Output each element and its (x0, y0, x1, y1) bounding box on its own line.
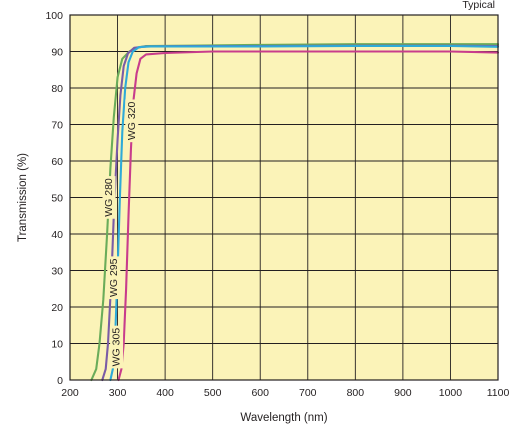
y-tick-label: 80 (51, 83, 63, 95)
x-tick-label: 800 (347, 387, 365, 399)
y-tick-label: 40 (51, 229, 63, 241)
series-labels: WG 280 WG 295 WG 305 WG 320 (102, 99, 139, 369)
series-label-backing (107, 256, 121, 300)
y-tick-label: 50 (51, 193, 63, 205)
y-tick-label: 20 (51, 302, 63, 314)
series-line-wg-320 (117, 50, 500, 382)
series-label-group: WG 320 (125, 99, 139, 143)
series-label-backing (110, 325, 124, 369)
plot-frame (69, 14, 499, 381)
series-label-backing (125, 99, 139, 143)
y-tick-label: 100 (45, 10, 63, 22)
y-tick-label: 30 (51, 266, 63, 278)
typical-note: Typical (462, 0, 495, 11)
y-tick-label: 0 (57, 375, 63, 387)
y-tick-label: 10 (51, 339, 63, 351)
x-tick-label: 300 (109, 387, 127, 399)
x-tick-label: 900 (394, 387, 412, 399)
series-lines (90, 43, 500, 382)
y-tick-label: 70 (51, 120, 63, 132)
y-tick-label: 90 (51, 47, 63, 59)
x-tick-label: 600 (251, 387, 269, 399)
series-line-wg-280 (90, 43, 500, 382)
series-label-backing (102, 176, 116, 219)
x-tick-label: 200 (61, 387, 79, 399)
x-tick-label: 700 (299, 387, 317, 399)
x-tick-label: 400 (156, 387, 174, 399)
series-label-group: WG 295 (107, 256, 121, 300)
y-axis-title: Transmission (%) (17, 153, 29, 242)
series-label-wg-295: WG 295 (108, 258, 120, 297)
x-tick-label: 500 (204, 387, 222, 399)
series-label-wg-280: WG 280 (103, 178, 115, 217)
x-axis-ticks: 200 300 400 500 600 700 800 900 1000 1100 (61, 387, 509, 399)
series-label-group: WG 305 (110, 325, 124, 369)
series-label-wg-320: WG 320 (126, 101, 138, 140)
x-axis-title: Wavelength (nm) (240, 412, 327, 424)
series-label-group: WG 280 (102, 176, 116, 219)
y-axis-ticks: 0 10 20 30 40 50 60 70 80 90 100 (45, 10, 63, 387)
series-label-wg-305: WG 305 (111, 328, 123, 367)
x-tick-label: 1000 (439, 387, 463, 399)
y-tick-label: 60 (51, 156, 63, 168)
series-line-wg-305 (109, 44, 500, 382)
x-tick-label: 1100 (487, 387, 510, 399)
